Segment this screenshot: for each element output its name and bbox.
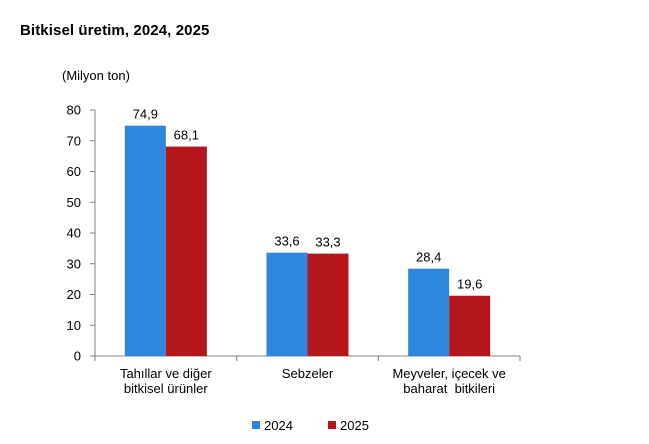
legend-swatch-2025 [328,421,336,429]
bar-2024-0 [124,125,166,357]
bar-2024-1 [266,252,308,356]
y-tick-label: 70 [67,133,81,148]
bar-2025-1 [307,253,349,356]
bars [124,125,491,357]
y-tick-label: 80 [67,103,81,118]
y-tick-label: 10 [67,318,81,333]
value-labels: 74,9 68,1 33,6 33,3 28,4 19,6 [133,107,483,292]
value-label-2024-0: 74,9 [133,107,158,122]
category-labels: Tahıllar ve diğer bitkisel ürünler Sebzele… [120,366,506,396]
value-label-2025-2: 19,6 [457,277,482,292]
category-label-2: Meyveler, içecek ve baharat bitkileri [392,366,505,396]
y-tick-label: 30 [67,256,81,271]
legend-label-2025: 2025 [340,418,369,433]
legend-swatch-2024 [252,421,260,429]
value-label-2024-2: 28,4 [416,250,441,265]
y-tick-label: 50 [67,195,81,210]
y-unit-label: (Milyon ton) [62,68,130,83]
value-label-2024-1: 33,6 [274,234,299,249]
category-label-0: Tahıllar ve diğer bitkisel ürünler [120,366,212,396]
y-tick-label: 40 [67,226,81,241]
legend-label-2024: 2024 [264,418,293,433]
legend: 2024 2025 [252,418,369,433]
bar-2025-2 [449,295,491,356]
chart-title: Bitkisel üretim, 2024, 2025 [20,22,210,39]
bar-2024-2 [408,268,450,356]
category-label-1: Sebzeler [282,366,334,381]
value-label-2025-1: 33,3 [315,235,340,250]
bar-2025-0 [165,146,207,356]
y-tick-label: 0 [74,349,81,364]
value-label-2025-0: 68,1 [174,128,199,143]
y-tick-label: 60 [67,164,81,179]
y-tick-label: 20 [67,287,81,302]
